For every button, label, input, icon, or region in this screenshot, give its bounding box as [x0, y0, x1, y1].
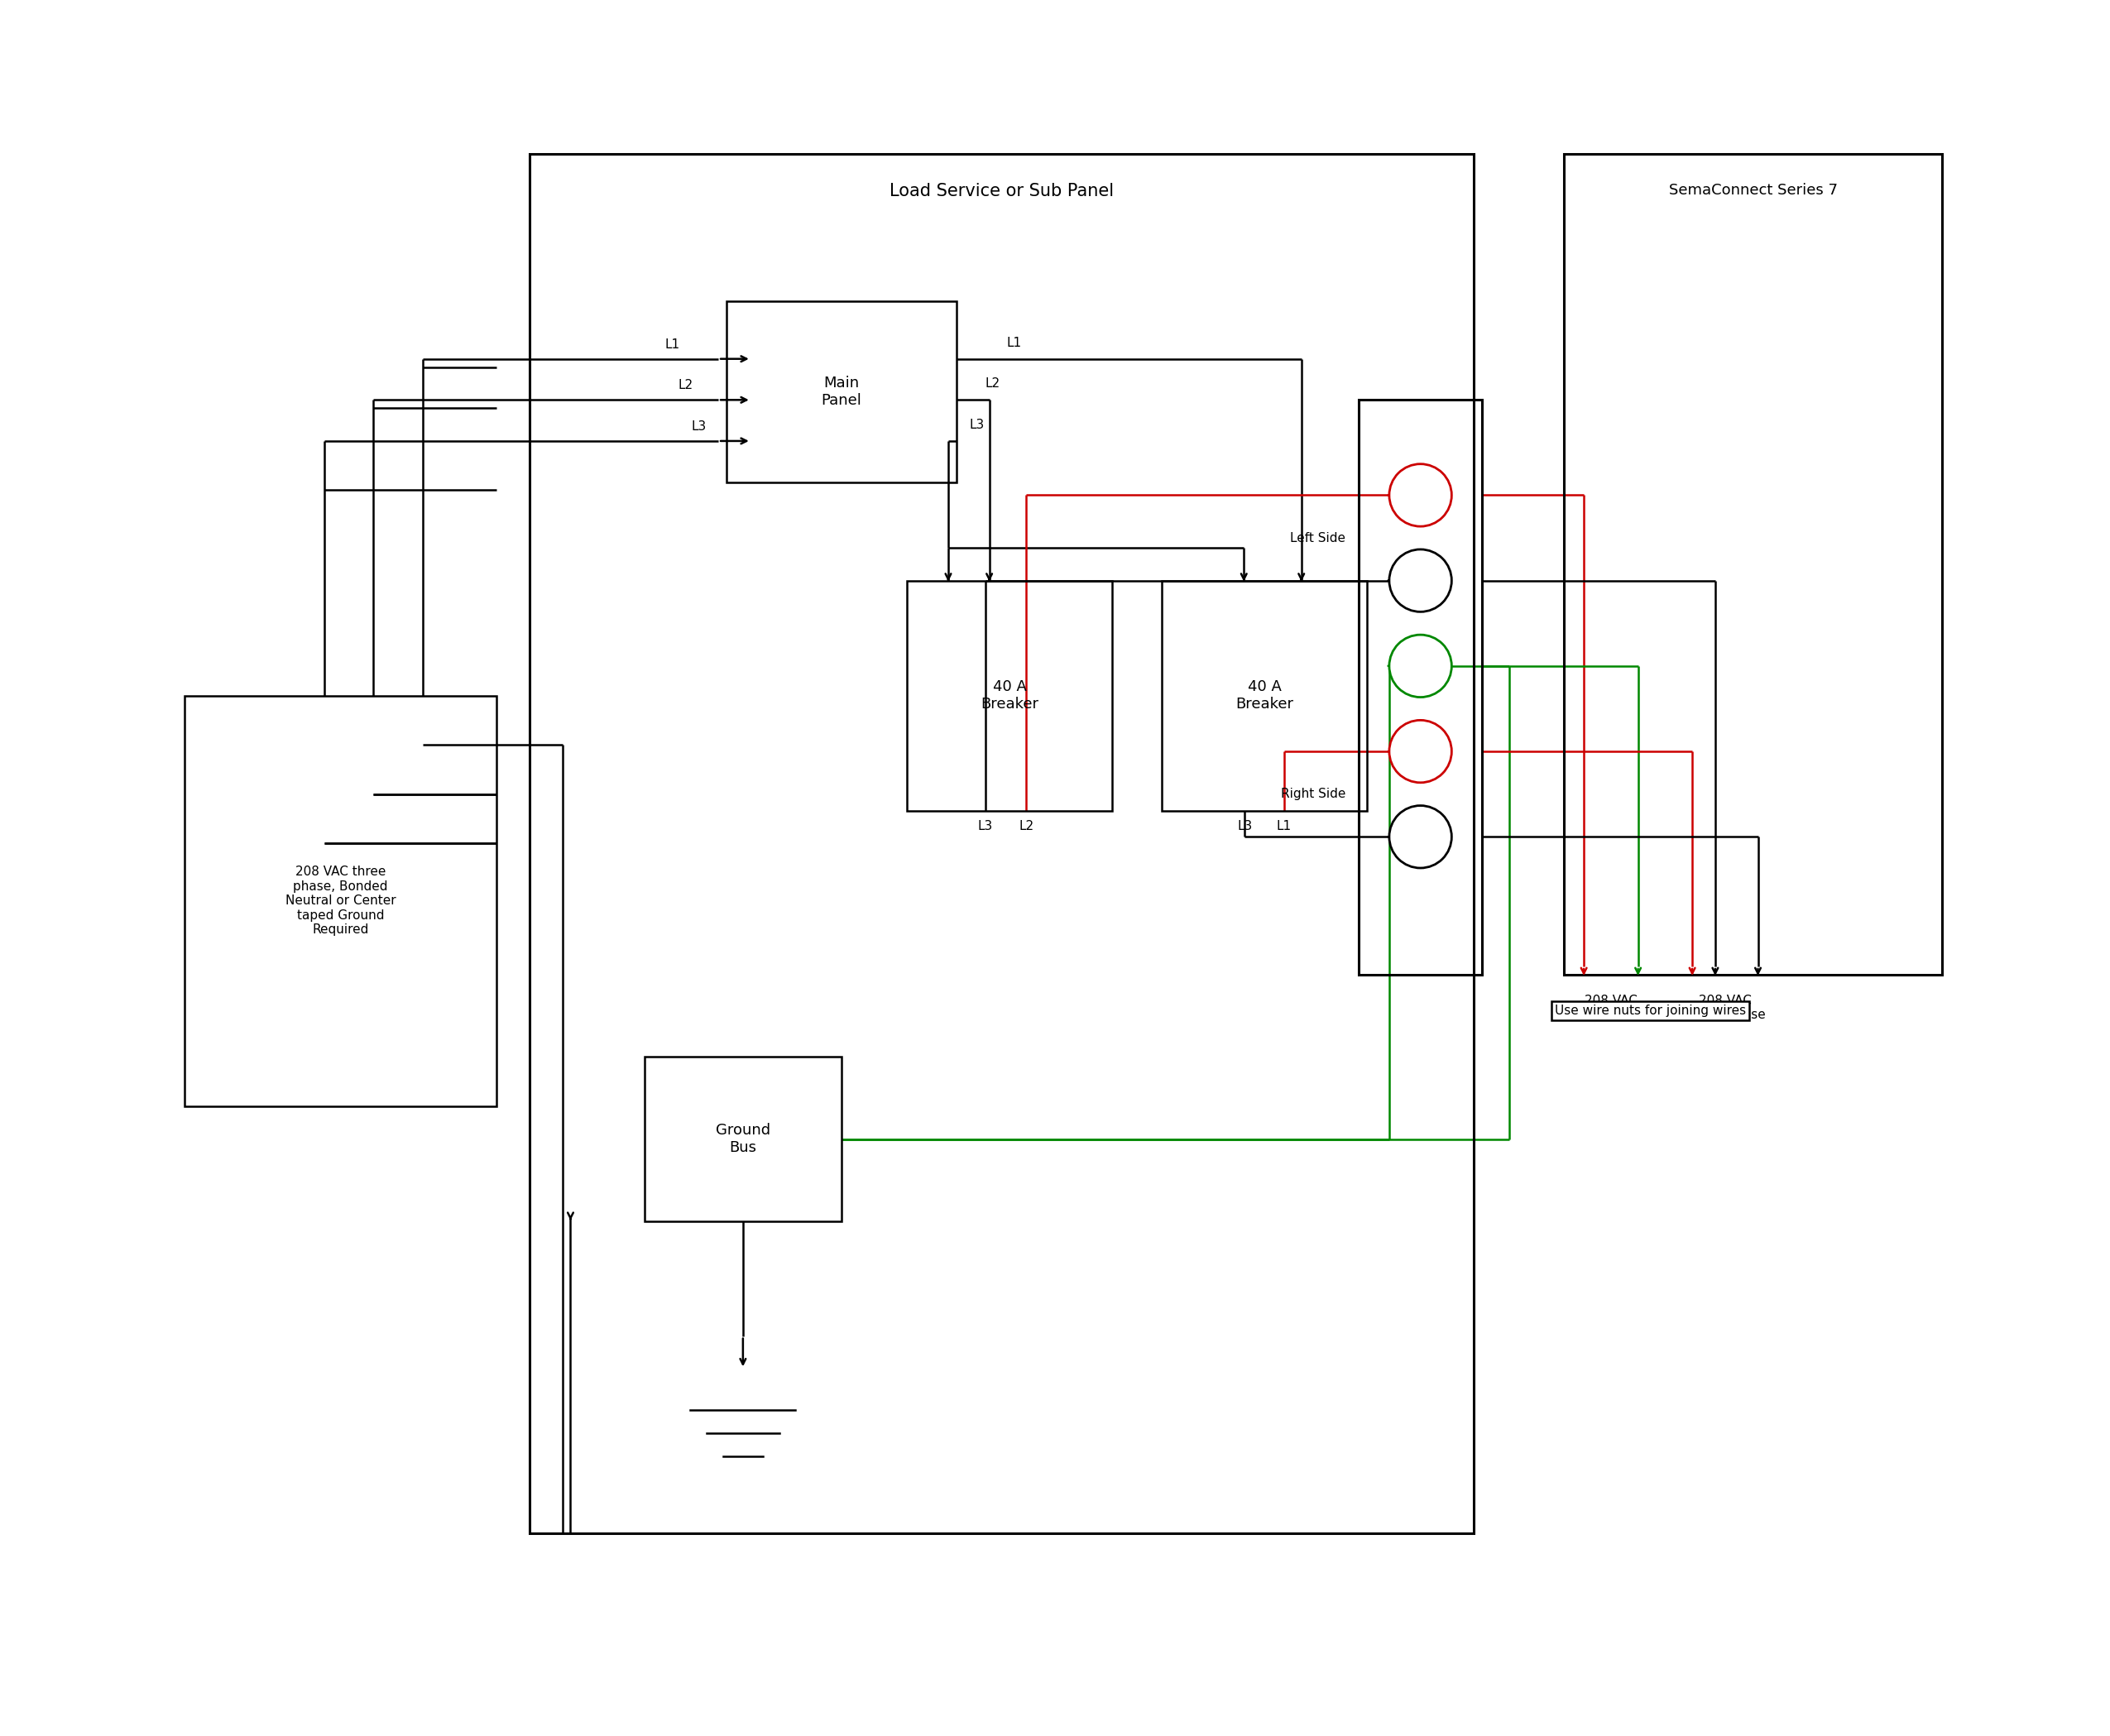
Text: 40 A
Breaker: 40 A Breaker	[981, 679, 1038, 712]
Text: L2: L2	[985, 378, 1000, 391]
Text: L3: L3	[977, 821, 992, 833]
Circle shape	[1388, 806, 1452, 868]
Text: L3: L3	[971, 418, 985, 431]
Text: L2: L2	[1019, 821, 1034, 833]
Text: L1: L1	[1006, 337, 1021, 349]
Text: Main
Panel: Main Panel	[821, 375, 861, 408]
Text: L3: L3	[1236, 821, 1251, 833]
Circle shape	[1388, 635, 1452, 698]
Text: 208 VAC
Single Phase: 208 VAC Single Phase	[1684, 995, 1766, 1021]
Text: Left Side: Left Side	[1289, 531, 1346, 543]
Text: L3: L3	[692, 420, 707, 432]
Text: Load Service or Sub Panel: Load Service or Sub Panel	[890, 182, 1114, 200]
Text: L2: L2	[677, 378, 692, 392]
Text: Right Side: Right Side	[1281, 788, 1346, 800]
Circle shape	[1388, 549, 1452, 611]
Text: SemaConnect Series 7: SemaConnect Series 7	[1669, 182, 1838, 198]
Circle shape	[1388, 720, 1452, 783]
Text: L1: L1	[1277, 821, 1291, 833]
Text: L1: L1	[665, 339, 679, 351]
Text: 208 VAC three
phase, Bonded
Neutral or Center
taped Ground
Required: 208 VAC three phase, Bonded Neutral or C…	[285, 866, 397, 936]
Circle shape	[1388, 464, 1452, 526]
Text: 40 A
Breaker: 40 A Breaker	[1236, 679, 1293, 712]
Text: Ground
Bus: Ground Bus	[715, 1123, 770, 1154]
Text: 208 VAC
Single Phase: 208 VAC Single Phase	[1570, 995, 1652, 1021]
Text: Use wire nuts for joining wires: Use wire nuts for joining wires	[1555, 1005, 1745, 1017]
